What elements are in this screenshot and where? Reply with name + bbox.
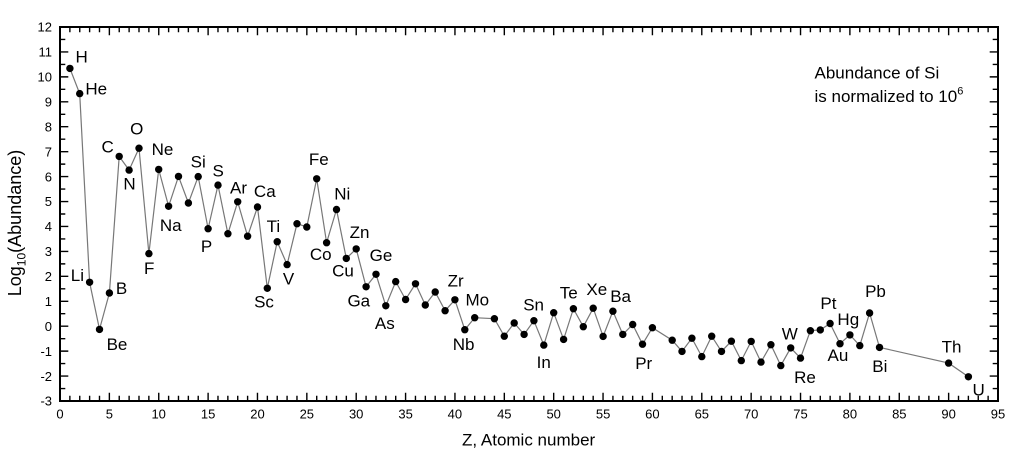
svg-text:U: U <box>973 380 985 399</box>
svg-text:15: 15 <box>201 407 215 422</box>
svg-text:As: As <box>375 314 395 333</box>
svg-text:Th: Th <box>942 337 962 356</box>
svg-text:6: 6 <box>45 169 52 184</box>
svg-text:Co: Co <box>310 245 332 264</box>
svg-text:2: 2 <box>45 269 52 284</box>
svg-text:He: He <box>85 79 107 98</box>
svg-text:95: 95 <box>991 407 1005 422</box>
svg-text:35: 35 <box>398 407 412 422</box>
svg-text:Cu: Cu <box>332 261 354 280</box>
svg-text:85: 85 <box>892 407 906 422</box>
svg-text:Log10(Abundance): Log10(Abundance) <box>5 150 29 296</box>
svg-text:5: 5 <box>45 194 52 209</box>
svg-text:Zn: Zn <box>350 223 370 242</box>
svg-text:40: 40 <box>448 407 462 422</box>
svg-text:Sc: Sc <box>254 292 274 311</box>
svg-text:Sn: Sn <box>523 296 544 315</box>
svg-text:Nb: Nb <box>453 335 475 354</box>
svg-text:7: 7 <box>45 144 52 159</box>
svg-text:-2: -2 <box>40 369 52 384</box>
svg-text:12: 12 <box>38 20 52 35</box>
svg-text:10: 10 <box>151 407 165 422</box>
svg-text:8: 8 <box>45 119 52 134</box>
svg-text:Abundance of Si: Abundance of Si <box>815 64 940 83</box>
svg-text:30: 30 <box>349 407 363 422</box>
svg-text:S: S <box>213 162 224 181</box>
svg-text:5: 5 <box>106 407 113 422</box>
svg-text:10: 10 <box>38 70 52 85</box>
svg-text:is normalized to 106: is normalized to 106 <box>815 85 964 106</box>
svg-text:C: C <box>102 137 114 156</box>
svg-text:Pb: Pb <box>865 282 886 301</box>
svg-text:Mo: Mo <box>465 291 489 310</box>
svg-text:Ba: Ba <box>610 287 631 306</box>
svg-text:Si: Si <box>191 152 206 171</box>
svg-text:In: In <box>537 353 551 372</box>
svg-text:Li: Li <box>71 266 84 285</box>
svg-text:45: 45 <box>497 407 511 422</box>
svg-text:Ne: Ne <box>152 140 174 159</box>
svg-text:1: 1 <box>45 294 52 309</box>
svg-text:Te: Te <box>560 284 578 303</box>
svg-text:Xe: Xe <box>586 280 607 299</box>
svg-text:V: V <box>283 270 295 289</box>
svg-text:4: 4 <box>45 219 52 234</box>
svg-text:9: 9 <box>45 95 52 110</box>
svg-text:Ga: Ga <box>347 291 370 310</box>
svg-text:75: 75 <box>793 407 807 422</box>
svg-text:65: 65 <box>695 407 709 422</box>
svg-text:Re: Re <box>794 368 816 387</box>
svg-text:60: 60 <box>645 407 659 422</box>
svg-text:90: 90 <box>941 407 955 422</box>
svg-text:Pr: Pr <box>635 354 652 373</box>
svg-text:Fe: Fe <box>309 150 329 169</box>
svg-text:0: 0 <box>45 319 52 334</box>
svg-text:-1: -1 <box>40 344 52 359</box>
svg-text:Bi: Bi <box>872 357 887 376</box>
svg-text:Z, Atomic number: Z, Atomic number <box>462 431 596 450</box>
svg-text:Ti: Ti <box>267 217 281 236</box>
svg-text:Ar: Ar <box>230 178 247 197</box>
svg-text:25: 25 <box>300 407 314 422</box>
svg-text:O: O <box>130 120 143 139</box>
svg-text:F: F <box>144 259 154 278</box>
svg-text:Pt: Pt <box>820 294 836 313</box>
svg-text:Ni: Ni <box>334 184 350 203</box>
svg-text:B: B <box>116 279 127 298</box>
svg-text:Hg: Hg <box>837 310 859 329</box>
svg-text:W: W <box>782 324 798 343</box>
svg-text:P: P <box>201 237 212 256</box>
svg-text:H: H <box>76 47 88 66</box>
svg-text:Zr: Zr <box>448 272 464 291</box>
svg-text:70: 70 <box>744 407 758 422</box>
svg-text:-3: -3 <box>40 394 52 409</box>
svg-text:20: 20 <box>250 407 264 422</box>
svg-text:50: 50 <box>546 407 560 422</box>
svg-text:11: 11 <box>39 45 53 60</box>
svg-text:Ca: Ca <box>254 182 276 201</box>
svg-text:Be: Be <box>107 335 128 354</box>
svg-text:Ge: Ge <box>370 246 393 265</box>
svg-text:3: 3 <box>45 244 52 259</box>
svg-text:Au: Au <box>828 346 849 365</box>
svg-text:55: 55 <box>596 407 610 422</box>
svg-text:N: N <box>123 174 135 193</box>
svg-text:80: 80 <box>843 407 857 422</box>
svg-text:Na: Na <box>160 216 182 235</box>
svg-text:0: 0 <box>56 407 63 422</box>
